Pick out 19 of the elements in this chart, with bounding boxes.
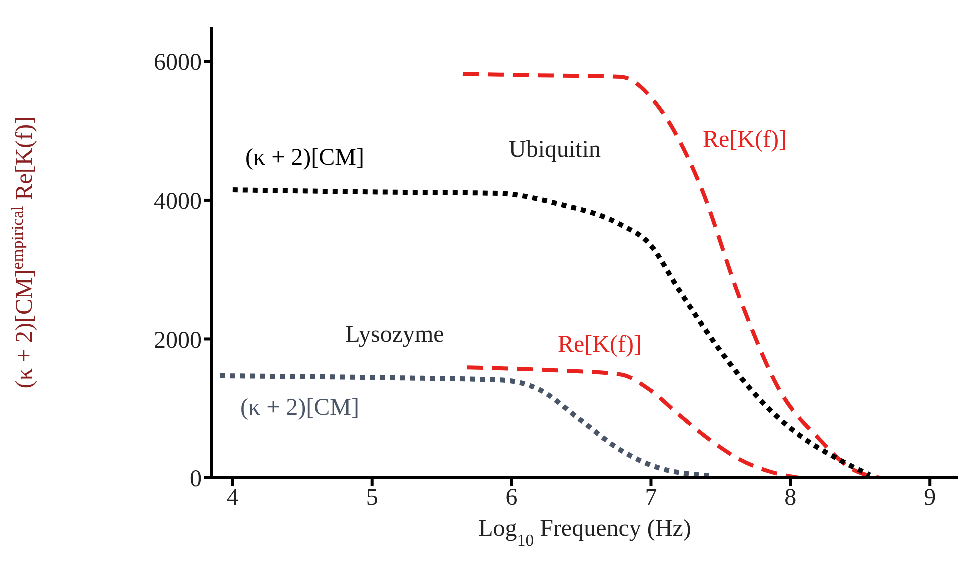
line-series: [460, 72, 882, 478]
x-tick-label: 8: [784, 485, 797, 512]
x-tick-label: 5: [366, 485, 378, 512]
x-tick-label: 7: [645, 485, 658, 512]
series-label: Re[K(f)]: [703, 127, 787, 153]
y-tick-label: 4000: [154, 188, 202, 215]
x-tick-label: 4: [226, 485, 239, 512]
annotation: Ubiquitin: [508, 137, 602, 163]
y-tick-label: 0: [190, 466, 202, 493]
series-label: Re[K(f)]: [558, 332, 642, 358]
x-tick-label: 6: [506, 485, 518, 512]
x-tick-label: 9: [924, 485, 936, 512]
annotation: Lysozyme: [346, 322, 444, 348]
series-label: (κ + 2)[CM]: [240, 395, 360, 421]
line-series: [465, 366, 802, 478]
y-tick-label: 2000: [154, 328, 202, 354]
series-label: (κ + 2)[CM]: [246, 145, 364, 171]
y-tick-label: 6000: [154, 50, 202, 76]
x-axis-title: Log$_{10}$ Frequency (Hz): [478, 516, 692, 550]
